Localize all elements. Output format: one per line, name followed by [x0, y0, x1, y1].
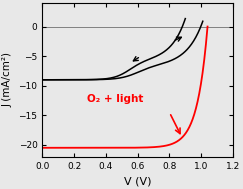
Y-axis label: J (mA/cm²): J (mA/cm²): [3, 52, 13, 107]
Text: O₂ + light: O₂ + light: [87, 94, 143, 104]
X-axis label: V (V): V (V): [124, 176, 151, 186]
